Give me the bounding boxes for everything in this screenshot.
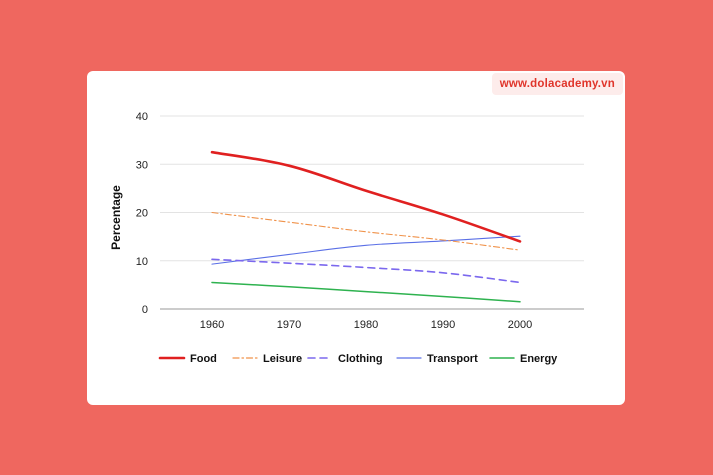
y-tick-label: 40: [136, 111, 148, 123]
legend-label-food: Food: [190, 353, 217, 365]
series-lines: [210, 150, 522, 303]
legend-label-clothing: Clothing: [338, 353, 383, 365]
x-tick-label: 1970: [277, 319, 301, 331]
x-tick-label: 1990: [431, 319, 455, 331]
legend-label-energy: Energy: [520, 353, 558, 365]
x-tick-label: 2000: [508, 319, 532, 331]
x-tick-label: 1980: [354, 319, 378, 331]
series-line-transport: [211, 235, 521, 265]
y-tick-label: 10: [136, 256, 148, 268]
series-line-food: [210, 150, 522, 243]
y-tick-label: 0: [142, 304, 148, 316]
x-tick-label: 1960: [200, 319, 224, 331]
y-axis-label: Percentage: [109, 185, 123, 250]
series-line-energy: [211, 281, 521, 303]
y-tick-label: 30: [136, 159, 148, 171]
line-chart: 0 10 20 30 40 1960 1970 1980 1990 2000 Percentag…: [109, 111, 584, 365]
legend-label-transport: Transport: [427, 353, 478, 365]
series-line-clothing: [211, 258, 521, 284]
legend: Food Leisure Clothing Transport Energy: [158, 353, 558, 365]
legend-label-leisure: Leisure: [263, 353, 302, 365]
chart-card: www.dolacademy.vn 0 10 20 30 40 1960 1970 1980…: [87, 71, 625, 405]
grid-lines: [160, 115, 584, 310]
x-tick-labels: 1960 1970 1980 1990 2000: [200, 319, 532, 331]
y-tick-labels: 0 10 20 30 40: [136, 111, 148, 316]
watermark-badge: www.dolacademy.vn: [491, 73, 623, 95]
y-tick-label: 20: [136, 208, 148, 220]
series-line-leisure: [211, 211, 521, 251]
